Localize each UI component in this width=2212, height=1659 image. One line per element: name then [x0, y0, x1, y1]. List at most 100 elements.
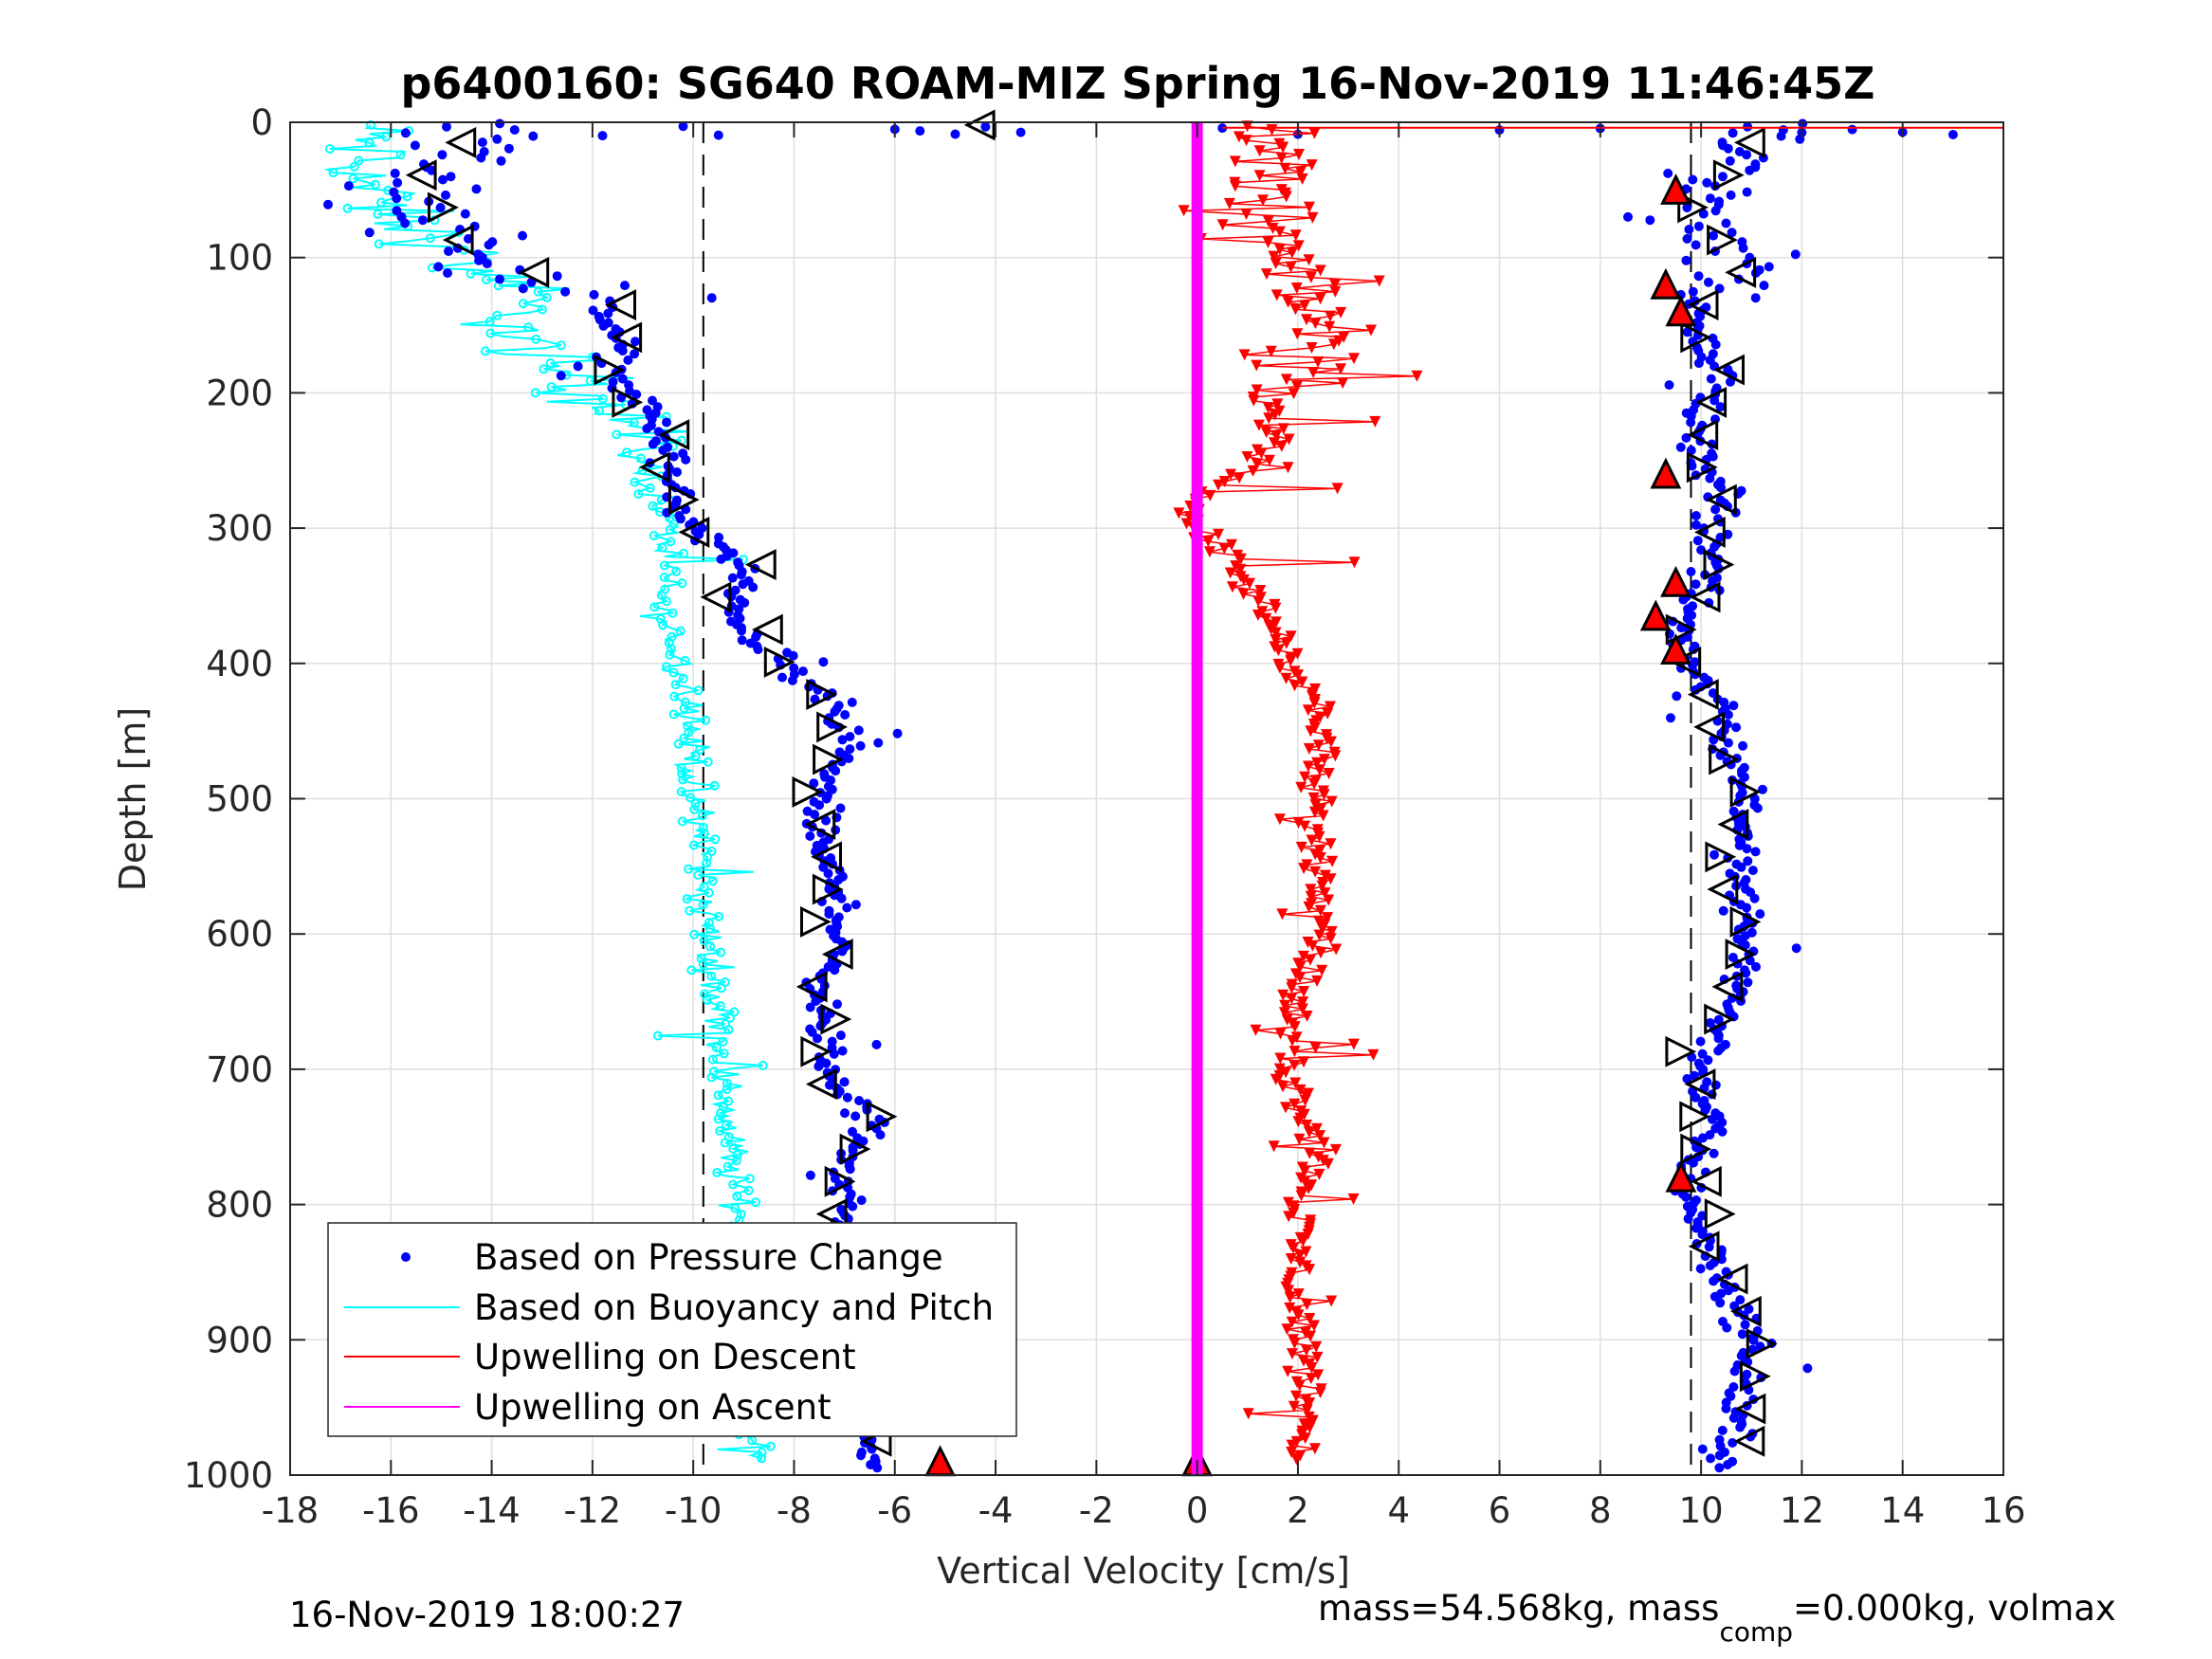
pressure-descent-point — [492, 134, 503, 144]
y-tick-label: 400 — [206, 644, 273, 684]
pressure-descent-point — [573, 361, 583, 372]
pressure-descent-point — [681, 454, 691, 465]
descent-marker — [800, 1035, 832, 1067]
buoyancy-pitch-point — [612, 429, 622, 440]
pressure-ascent-point — [1700, 1104, 1710, 1115]
upwelling-descent-point — [1286, 246, 1298, 259]
upwelling-descent-point — [1347, 1038, 1360, 1050]
buoyancy-pitch-point — [666, 644, 676, 654]
buoyancy-pitch-point — [703, 852, 712, 863]
red-ascent-marker — [1639, 599, 1672, 631]
buoyancy-pitch-point — [466, 268, 476, 279]
buoyancy-pitch-point — [723, 1096, 734, 1106]
x-tick-label: -6 — [877, 1490, 912, 1531]
upwelling-descent-point — [1292, 669, 1305, 682]
upwelling-descent-point — [1304, 1422, 1316, 1434]
upwelling-descent-point — [1271, 289, 1283, 301]
upwelling-descent-point — [1277, 1081, 1289, 1093]
upwelling-descent-point — [1263, 412, 1275, 425]
x-tick-label: 6 — [1489, 1490, 1511, 1531]
pressure-ascent-point — [1709, 230, 1718, 241]
pressure-descent-point — [471, 184, 482, 194]
buoyancy-pitch-point — [656, 590, 667, 600]
descent-marker — [405, 159, 437, 191]
buoyancy-pitch-point — [676, 763, 686, 773]
buoyancy-pitch-point — [684, 864, 694, 874]
upwelling-descent-point — [1294, 166, 1307, 178]
pressure-descent-point — [837, 1046, 848, 1056]
descent-marker — [816, 711, 849, 743]
x-tick-label: 0 — [1186, 1490, 1209, 1531]
ascent-marker — [1734, 1393, 1766, 1425]
pressure-ascent-point — [1737, 1329, 1747, 1340]
ascent-marker — [1687, 419, 1719, 451]
upwelling-descent-point — [1294, 972, 1307, 984]
pressure-descent-point — [855, 740, 866, 751]
ascent-marker — [1739, 1360, 1771, 1393]
upwelling-descent-point — [1318, 754, 1330, 766]
pressure-descent-point — [518, 230, 527, 241]
upwelling-descent-point — [1296, 676, 1308, 688]
ascent-marker — [1693, 711, 1725, 743]
buoyancy-pitch-point — [732, 1192, 742, 1201]
upwelling-descent-point — [1312, 915, 1325, 927]
upwelling-descent-point — [1313, 830, 1325, 843]
upwelling-descent-point — [1286, 1439, 1298, 1451]
pressure-ascent-point — [1715, 402, 1726, 412]
pressure-ascent-point — [1709, 1148, 1719, 1158]
ascent-marker — [1746, 1328, 1778, 1360]
upwelling-descent-point — [1314, 1130, 1326, 1142]
upwelling-descent-point — [1267, 222, 1279, 234]
buoyancy-pitch-point — [668, 709, 679, 720]
pressure-descent-point — [821, 793, 832, 804]
buoyancy-pitch-point — [684, 727, 694, 738]
upwelling-descent-point — [1280, 1102, 1291, 1114]
pressure-ascent-point — [1683, 1213, 1693, 1224]
y-tick-label: 600 — [206, 914, 273, 955]
pressure-descent-point — [847, 697, 857, 707]
upwelling-descent-point — [1309, 318, 1322, 330]
buoyancy-pitch-point — [348, 173, 358, 184]
pressure-ascent-point — [1697, 1230, 1708, 1240]
descent-marker — [428, 191, 459, 224]
upwelling-descent-point — [1298, 863, 1310, 875]
pressure-descent-point — [648, 439, 658, 449]
upwelling-descent-point — [1234, 563, 1247, 575]
pressure-ascent-point — [1748, 1335, 1759, 1345]
upwelling-descent-point — [1278, 1007, 1290, 1019]
upwelling-descent-point — [1282, 462, 1294, 474]
upwelling-descent-point — [1294, 1256, 1307, 1268]
upwelling-descent-point — [1180, 518, 1193, 530]
pressure-ascent-point — [1692, 536, 1703, 546]
upwelling-descent-point — [1251, 458, 1263, 470]
upwelling-descent-point — [1313, 929, 1325, 941]
upwelling-descent-point — [1260, 268, 1272, 281]
buoyancy-pitch-point — [659, 560, 669, 571]
buoyancy-pitch-point — [658, 620, 668, 630]
pressure-ascent-point — [1734, 840, 1745, 850]
upwelling-descent-point — [1297, 950, 1309, 962]
pressure-ascent-point — [1645, 215, 1655, 226]
x-tick-label: -4 — [978, 1490, 1014, 1531]
pressure-ascent-point — [1729, 1366, 1740, 1376]
pressure-ascent-point — [1703, 1055, 1713, 1066]
buoyancy-pitch-point — [633, 489, 644, 500]
pressure-descent-point — [631, 337, 640, 347]
pressure-ascent-point — [1693, 221, 1704, 231]
buoyancy-pitch-point — [679, 703, 689, 714]
upwelling-descent-point — [1275, 440, 1288, 452]
upwelling-descent-point — [1276, 908, 1289, 921]
red-ascent-marker — [1665, 1160, 1697, 1193]
buoyancy-pitch-point — [545, 358, 556, 368]
pressure-descent-point — [840, 1108, 850, 1119]
pressure-descent-point — [850, 1111, 861, 1121]
pressure-descent-point — [842, 902, 852, 913]
buoyancy-pitch-point — [682, 894, 692, 904]
y-tick-label: 700 — [206, 1049, 273, 1090]
buoyancy-pitch-point — [492, 310, 503, 320]
pressure-descent-point — [853, 725, 864, 736]
pressure-descent-point — [444, 246, 453, 256]
buoyancy-pitch-point — [668, 667, 679, 678]
footer-mass-suffix: =0.000kg, volmax — [1793, 1588, 2116, 1629]
upwelling-descent-point — [1252, 610, 1264, 621]
